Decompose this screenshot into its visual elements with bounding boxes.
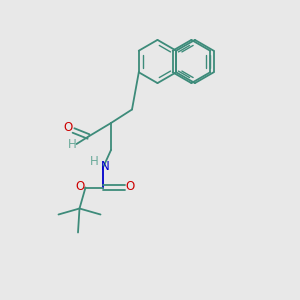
Text: O: O bbox=[126, 179, 135, 193]
Text: H: H bbox=[68, 137, 76, 151]
Text: O: O bbox=[64, 121, 73, 134]
Text: O: O bbox=[76, 179, 85, 193]
Text: N: N bbox=[100, 160, 109, 173]
Text: H: H bbox=[89, 154, 98, 168]
